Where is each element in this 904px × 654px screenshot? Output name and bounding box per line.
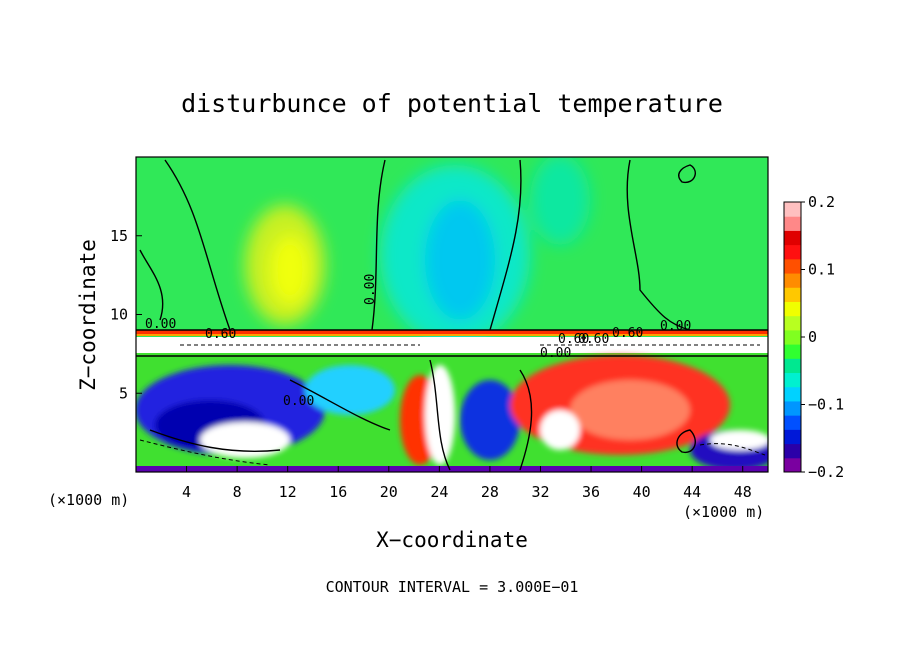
lower-cyan-mid xyxy=(305,365,395,415)
contour-line xyxy=(429,359,451,471)
cool-anomaly-right xyxy=(530,157,590,245)
colorbar-swatch xyxy=(784,287,801,302)
x-tick-label: 12 xyxy=(279,483,297,501)
contour-labels: 0.00 0.60 0.00 0.00 0.60 0.60 0.00 0.60 … xyxy=(145,274,691,409)
x-tick-label: 48 xyxy=(734,483,752,501)
contour-line xyxy=(489,159,522,331)
colorbar-tick-label: −0.1 xyxy=(808,396,844,414)
colorbar-swatch xyxy=(784,344,801,359)
contour-label: 0.00 xyxy=(145,317,176,332)
colorbar-swatch xyxy=(784,244,801,260)
x-tick-label: 8 xyxy=(233,483,242,501)
colorbar-swatch xyxy=(784,202,801,217)
x-tick-label: 20 xyxy=(380,483,398,501)
colorbar-swatch xyxy=(784,400,801,416)
colorbar-swatch xyxy=(784,301,801,317)
colorbar-tick-label: 0.1 xyxy=(808,261,835,279)
colorbar-tick-label: 0 xyxy=(808,328,817,346)
contour-line xyxy=(676,429,696,454)
colorbar-swatch xyxy=(784,429,801,445)
plot-field: 0.00 0.60 0.00 0.00 0.60 0.60 0.00 0.60 … xyxy=(136,157,768,472)
x-tick-label: 16 xyxy=(329,483,347,501)
contour-label: 0.60 xyxy=(578,332,609,347)
x-unit-right: (×1000 m) xyxy=(683,503,764,521)
colorbar-swatch xyxy=(784,258,801,274)
colorbar-swatch xyxy=(784,457,801,473)
x-axis-label: X−coordinate xyxy=(376,528,528,552)
colorbar-tick-label: −0.2 xyxy=(808,463,844,481)
contour-label: 0.00 xyxy=(660,319,691,334)
contour-label: 0.00 xyxy=(540,346,571,361)
interface-white-band xyxy=(136,337,768,353)
contour-line xyxy=(139,249,164,321)
colorbar-swatch xyxy=(784,443,801,459)
colorbar: 0.2 0.1 0 −0.1 −0.2 xyxy=(783,193,844,481)
y-tick-label: 10 xyxy=(110,306,128,324)
colorbar-tick-label: 0.2 xyxy=(808,193,835,211)
colorbar-swatch xyxy=(784,273,801,288)
contour-line-dashed xyxy=(699,443,766,456)
x-axis: 4 8 12 16 20 24 28 32 36 40 44 48 xyxy=(182,466,752,501)
colorbar-swatches xyxy=(784,202,801,473)
chart-title: disturbunce of potential temperature xyxy=(181,89,723,118)
lower-white-far-right xyxy=(710,430,768,450)
contour-label: 0.00 xyxy=(363,274,378,305)
x-tick-label: 40 xyxy=(633,483,651,501)
colorbar-swatch xyxy=(784,315,801,331)
interface-orange-line xyxy=(136,334,768,336)
contour-line xyxy=(164,159,231,331)
contour-line xyxy=(149,429,281,452)
x-unit-left: (×1000 m) xyxy=(48,491,129,509)
y-axis: 5 10 15 xyxy=(110,227,142,402)
contour-lines xyxy=(136,159,768,471)
x-tick-label: 36 xyxy=(582,483,600,501)
colorbar-swatch xyxy=(784,358,801,374)
contour-line xyxy=(289,379,391,431)
colorbar-ticks: 0.2 0.1 0 −0.1 −0.2 xyxy=(801,193,844,481)
contour-line xyxy=(626,159,691,331)
contour-label: 0.60 xyxy=(558,332,589,347)
contour-line xyxy=(678,164,696,184)
cool-core-upper xyxy=(425,200,495,320)
x-tick-label: 44 xyxy=(683,483,701,501)
y-tick-label: 5 xyxy=(119,384,128,402)
colorbar-swatch xyxy=(784,372,801,388)
colorbar-swatch xyxy=(784,415,801,430)
x-tick-label: 24 xyxy=(430,483,448,501)
x-tick-label: 32 xyxy=(531,483,549,501)
colorbar-swatch xyxy=(784,329,801,345)
bottom-purple-strip xyxy=(136,466,768,472)
y-axis-label: Z−coordinate xyxy=(76,239,100,391)
contour-line xyxy=(371,159,386,331)
lower-blue-center xyxy=(460,380,520,460)
lower-white-left xyxy=(200,422,290,458)
contour-label: 0.60 xyxy=(205,327,236,342)
x-tick-label: 28 xyxy=(481,483,499,501)
lower-warm-right-core xyxy=(570,380,690,440)
lower-white-right xyxy=(540,410,580,450)
warm-core-upper xyxy=(270,235,310,305)
interface-red-line xyxy=(136,330,768,334)
colorbar-swatch xyxy=(784,230,801,246)
contour-line xyxy=(519,369,533,471)
contour-interval-note: CONTOUR INTERVAL = 3.000E−01 xyxy=(326,578,579,596)
x-tick-label: 4 xyxy=(182,483,191,501)
colorbar-swatch xyxy=(784,216,801,231)
y-tick-label: 15 xyxy=(110,227,128,245)
dashed-contours xyxy=(139,344,766,466)
colorbar-swatch xyxy=(784,386,801,402)
contour-label: 0.60 xyxy=(612,326,643,341)
contour-label: 0.00 xyxy=(283,394,314,409)
lower-white-mid xyxy=(425,365,455,465)
